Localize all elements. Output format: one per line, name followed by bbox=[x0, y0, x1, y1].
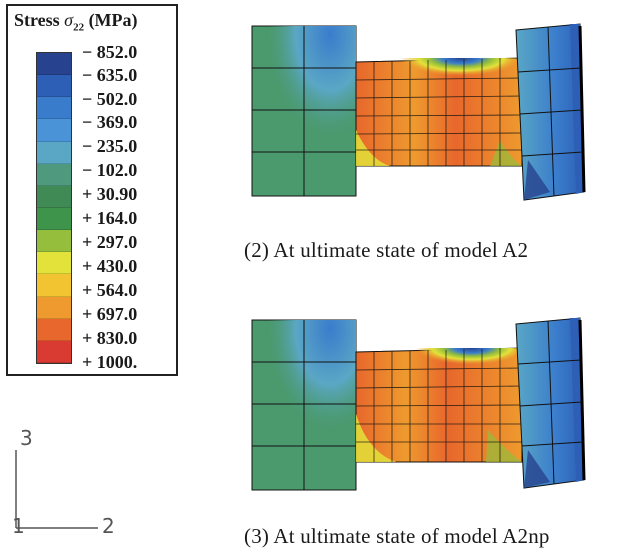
legend-swatch bbox=[37, 274, 71, 297]
legend-swatch bbox=[37, 119, 71, 142]
legend-tick-label: − 102.0 bbox=[82, 160, 138, 180]
contour-plot-a2 bbox=[251, 23, 586, 201]
legend-tick-label: + 1000. bbox=[82, 352, 138, 372]
axis-label-vertical: 3 bbox=[20, 426, 33, 450]
legend-title: Stress σ22 (MPa) bbox=[14, 10, 138, 34]
legend-swatch bbox=[37, 318, 71, 341]
legend-tick-label: − 369.0 bbox=[82, 112, 138, 132]
stress-legend: Stress σ22 (MPa) − 852.0 − 635.0 − 502.0… bbox=[6, 4, 178, 376]
legend-tick-label: − 635.0 bbox=[82, 65, 138, 85]
legend-swatch bbox=[37, 340, 71, 363]
legend-tick-label: + 30.90 bbox=[82, 184, 138, 204]
contour-plot-a2np bbox=[251, 317, 586, 491]
caption-a2np: (3) At ultimate state of model A2np bbox=[244, 524, 550, 548]
legend-swatch bbox=[37, 163, 71, 186]
legend-tick-label: + 697.0 bbox=[82, 304, 138, 324]
legend-swatch bbox=[37, 141, 71, 164]
legend-tick-label: − 235.0 bbox=[82, 136, 138, 156]
axes-triad: 3 1 2 bbox=[6, 420, 136, 550]
legend-tick-label: + 564.0 bbox=[82, 280, 138, 300]
legend-tick-label: + 164.0 bbox=[82, 208, 138, 228]
axis-label-origin: 1 bbox=[12, 514, 25, 538]
legend-tick-label: + 297.0 bbox=[82, 232, 138, 252]
legend-tick-label: + 430.0 bbox=[82, 256, 138, 276]
color-scale bbox=[36, 52, 72, 364]
legend-swatch bbox=[37, 296, 71, 319]
axes-lines bbox=[15, 450, 98, 529]
legend-tick-label: + 830.0 bbox=[82, 328, 138, 348]
legend-swatch bbox=[37, 185, 71, 208]
axis-label-horizontal: 2 bbox=[102, 514, 115, 538]
legend-swatch bbox=[37, 207, 71, 231]
caption-a2: (2) At ultimate state of model A2 bbox=[244, 238, 529, 262]
legend-swatch bbox=[37, 53, 71, 76]
legend-tick-label: − 502.0 bbox=[82, 89, 138, 109]
legend-tick-label: − 852.0 bbox=[82, 42, 138, 62]
legend-swatch bbox=[37, 252, 71, 275]
legend-swatch bbox=[37, 97, 71, 120]
legend-swatch bbox=[37, 75, 71, 98]
legend-swatch bbox=[37, 230, 71, 253]
